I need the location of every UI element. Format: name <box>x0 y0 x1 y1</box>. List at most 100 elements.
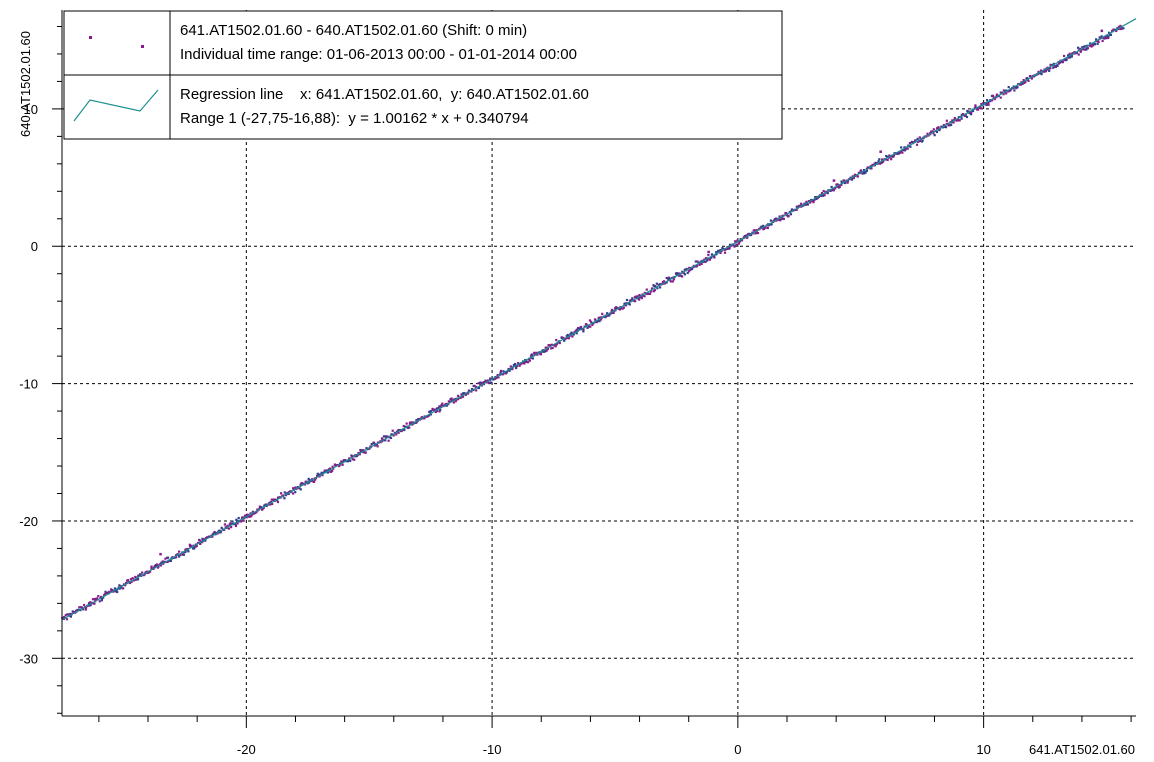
scatter-point <box>111 589 114 592</box>
scatter-point <box>262 506 265 510</box>
scatter-point <box>535 351 538 354</box>
scatter-point <box>734 244 737 247</box>
scatter-point <box>1052 62 1055 65</box>
scatter-point <box>174 554 178 557</box>
scatter-point <box>206 536 209 539</box>
scatter-point <box>384 435 387 438</box>
scatter-point <box>805 203 808 206</box>
scatter-point <box>65 618 69 621</box>
scatter-point <box>1089 42 1092 45</box>
scatter-point <box>100 599 103 602</box>
scatter-point <box>362 451 365 454</box>
scatter-point <box>628 303 631 306</box>
scatter-point <box>437 407 440 410</box>
scatter-point <box>270 498 273 501</box>
scatter-point <box>554 345 557 348</box>
scatter-point <box>956 118 959 121</box>
scatter-point <box>403 428 406 432</box>
scatter-point <box>240 520 243 523</box>
scatter-point <box>1105 37 1108 40</box>
scatter-point <box>166 560 169 564</box>
scatter-point <box>384 439 387 442</box>
scatter-point <box>237 516 240 520</box>
scatter-point <box>354 455 357 458</box>
scatter-point <box>1044 70 1047 73</box>
scatter-point <box>188 543 191 546</box>
scatter-point <box>599 316 602 319</box>
scatter-point <box>1079 47 1082 50</box>
scatter-point <box>175 555 178 559</box>
scatter-point <box>338 464 341 468</box>
scatter-point <box>475 389 478 392</box>
scatter-point <box>531 357 534 360</box>
scatter-point <box>1037 70 1040 73</box>
scatter-point <box>201 541 204 544</box>
scatter-point <box>196 541 200 545</box>
scatter-point <box>935 127 939 130</box>
scatter-point <box>212 532 215 535</box>
scatter-point <box>502 373 505 376</box>
scatter-point <box>236 522 239 525</box>
scatter-point <box>686 271 689 275</box>
scatter-point <box>1117 25 1121 28</box>
scatter-point <box>479 381 482 384</box>
scatter-point <box>586 326 589 329</box>
scatter-point <box>392 434 395 437</box>
scatter-point <box>657 283 660 286</box>
scatter-point <box>1013 89 1016 92</box>
scatter-point <box>736 239 739 242</box>
scatter-point <box>1002 93 1005 96</box>
scatter-point <box>756 231 760 235</box>
scatter-point <box>1065 58 1068 61</box>
scatter-point <box>78 606 81 609</box>
scatter-point <box>812 201 815 204</box>
scatter-point <box>739 238 742 241</box>
scatter-point <box>245 516 248 519</box>
scatter-point <box>497 376 500 379</box>
scatter-point <box>886 158 889 162</box>
scatter-point <box>762 224 765 228</box>
scatter-point <box>974 106 977 109</box>
scatter-point <box>364 451 367 454</box>
scatter-point <box>849 176 852 179</box>
scatter-point <box>1083 45 1086 48</box>
scatter-point <box>451 399 454 402</box>
scatter-point <box>590 320 593 323</box>
scatter-point <box>726 247 729 250</box>
scatter-point <box>110 588 113 591</box>
scatter-point <box>713 256 716 259</box>
scatter-point <box>1091 44 1095 47</box>
scatter-point <box>223 523 226 526</box>
scatter-point <box>435 407 439 410</box>
scatter-point <box>357 451 360 455</box>
scatter-point <box>843 179 846 182</box>
scatter-point <box>667 276 671 279</box>
scatter-point <box>515 366 518 370</box>
scatter-point <box>331 469 334 472</box>
scatter-point <box>703 258 706 261</box>
scatter-point <box>743 235 746 238</box>
scatter-point <box>124 584 127 587</box>
scatter-point <box>1086 47 1089 50</box>
scatter-point <box>767 224 770 227</box>
scatter-point <box>404 425 407 429</box>
scatter-point <box>820 192 824 195</box>
scatter-point <box>564 337 567 341</box>
scatter-point <box>695 264 699 267</box>
scatter-point <box>708 258 712 261</box>
scatter-point <box>234 524 238 528</box>
scatter-point <box>560 336 564 339</box>
scatter-point <box>1107 36 1110 40</box>
scatter-point <box>599 318 603 321</box>
tick-marks <box>52 25 1132 728</box>
legend-series-2-label: Regression line x: 641.AT1502.01.60, y: … <box>180 86 589 103</box>
scatter-point <box>687 270 691 273</box>
scatter-point-outlier <box>879 150 882 153</box>
scatter-point <box>766 226 769 230</box>
scatter-point <box>937 126 940 129</box>
scatter-point <box>863 172 866 175</box>
scatter-point <box>1100 35 1103 38</box>
scatter-point <box>671 280 674 283</box>
scatter-point <box>104 590 107 593</box>
scatter-point <box>1019 83 1022 86</box>
